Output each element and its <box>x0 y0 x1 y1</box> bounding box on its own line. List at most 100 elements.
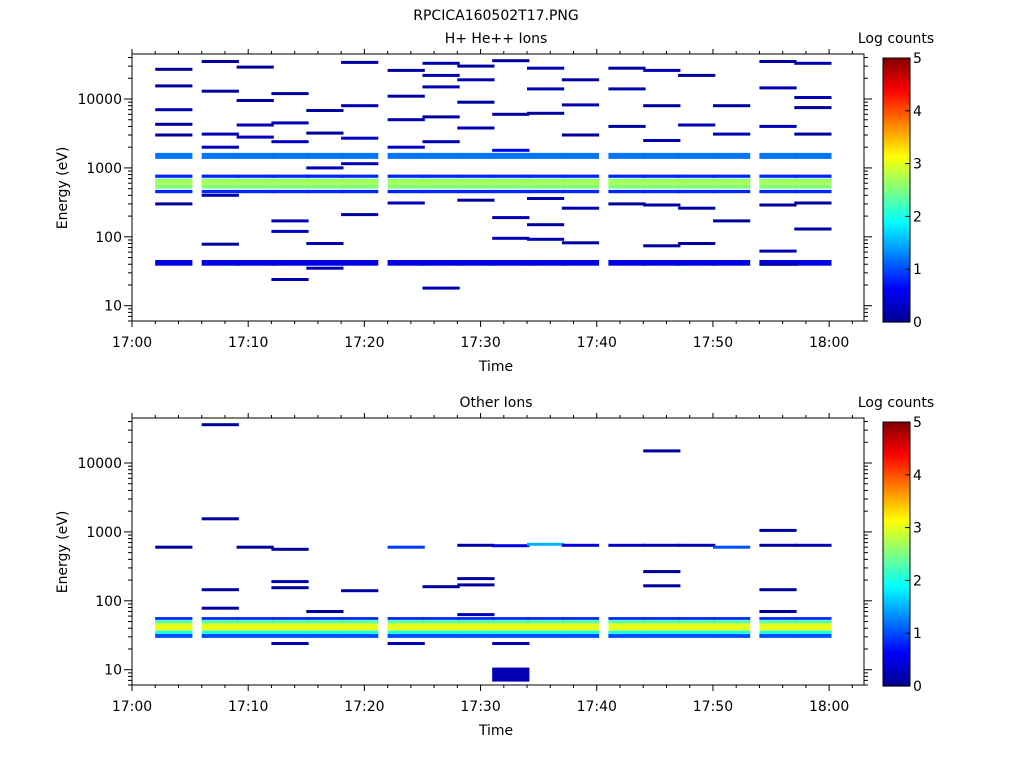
spectrogram-cell <box>271 174 309 178</box>
spectrogram-cell <box>201 180 239 186</box>
colorbar-segment <box>883 613 910 617</box>
colorbar-segment <box>883 69 910 72</box>
spectrogram-cell <box>492 617 530 620</box>
spectrogram-cell <box>422 623 460 631</box>
spectrogram-cell <box>236 623 274 631</box>
colorbar-segment <box>883 604 910 608</box>
spectrogram-cell <box>457 583 495 587</box>
colorbar-label: Log counts <box>858 395 934 411</box>
spectrogram-cell <box>643 584 681 588</box>
colorbar-segment <box>883 190 910 193</box>
spectrogram-cell <box>678 152 716 159</box>
x-tick-label: 17:40 <box>577 335 617 351</box>
spectrogram-cell <box>201 588 239 592</box>
spectrogram-cell <box>422 617 460 620</box>
spectrogram-cell <box>155 122 193 126</box>
colorbar-segment <box>883 130 910 134</box>
colorbar-segment <box>883 424 910 427</box>
spectrogram-cell <box>492 630 530 634</box>
colorbar-segment <box>883 245 910 248</box>
colorbar-segment <box>883 659 910 663</box>
colorbar-segment <box>883 214 910 217</box>
colorbar-segment <box>883 470 910 474</box>
x-tick-label: 17:10 <box>228 335 268 351</box>
colorbar-segment <box>883 444 910 447</box>
colorbar-segment <box>883 529 910 533</box>
spectrogram-cell <box>759 619 797 624</box>
spectrogram-cell <box>759 86 797 90</box>
colorbar-segment <box>883 77 910 81</box>
spectrogram-cell <box>306 174 344 178</box>
spectrogram-cell <box>201 630 239 634</box>
colorbar-segment <box>883 297 910 301</box>
spectrogram-cell <box>387 68 425 72</box>
colorbar-segment <box>883 262 910 266</box>
spectrogram-cell <box>422 115 460 119</box>
colorbar-segment <box>883 315 910 319</box>
colorbar-segment <box>883 655 910 658</box>
spectrogram-cell <box>387 201 425 205</box>
colorbar-segment <box>883 624 910 628</box>
colorbar-segment <box>883 176 910 180</box>
spectrogram-cell <box>422 180 460 186</box>
colorbar-segment <box>883 66 910 70</box>
spectrogram-cell <box>527 619 565 624</box>
x-axis-label: Time <box>478 723 513 739</box>
spectrogram-cell <box>201 132 239 136</box>
spectrogram-cell <box>201 619 239 624</box>
spectrogram-cell <box>387 630 425 634</box>
colorbar-segment <box>883 639 910 643</box>
spectrogram-cell <box>155 67 193 71</box>
colorbar-segment <box>883 212 910 215</box>
colorbar-segment <box>883 512 910 515</box>
spectrogram-cell <box>643 623 681 631</box>
colorbar-tick-label: 3 <box>913 157 922 173</box>
spectrogram-cell <box>678 634 716 638</box>
spectrogram-cell <box>608 189 646 194</box>
plot-frame <box>131 417 865 686</box>
y-tick-label: 1000 <box>86 525 122 541</box>
colorbar-segment <box>883 433 910 436</box>
spectrogram-cell <box>457 78 495 82</box>
colorbar-segment <box>883 435 910 438</box>
colorbar-segment <box>883 148 910 151</box>
colorbar-segment <box>883 683 910 687</box>
spectrogram-cell <box>561 189 600 194</box>
spectrogram-cell <box>201 423 239 427</box>
spectrogram-cell <box>608 623 646 631</box>
spectrogram-cell <box>236 65 274 69</box>
spectrogram-cell <box>713 189 751 194</box>
spectrogram-cell <box>341 162 379 166</box>
colorbar-segment <box>883 455 910 458</box>
colorbar-segment <box>883 494 910 498</box>
spectrogram-cell <box>341 634 379 638</box>
spectrogram-cell <box>608 202 646 206</box>
x-tick-label: 17:50 <box>693 699 733 715</box>
spectrogram-cell <box>678 206 716 210</box>
colorbar-segment <box>883 308 910 312</box>
spectrogram-cell <box>713 617 751 620</box>
colorbar-segment <box>883 110 910 114</box>
spectrogram-cell <box>759 152 797 159</box>
spectrogram-cell <box>155 617 193 620</box>
spectrogram-cell <box>643 543 681 547</box>
spectrogram-cell <box>201 152 239 159</box>
spectrogram-cell <box>387 174 425 178</box>
spectrogram-cell <box>387 623 425 631</box>
colorbar-segment <box>883 227 910 231</box>
colorbar-segment <box>883 490 910 493</box>
spectrogram-cell <box>306 189 344 194</box>
spectrogram-cell <box>271 180 309 186</box>
colorbar-segment <box>883 488 910 491</box>
spectrogram-cell <box>306 152 344 159</box>
spectrogram-cell <box>422 152 460 159</box>
spectrogram-cell <box>678 619 716 624</box>
spectrogram-cell <box>236 174 274 178</box>
colorbar-segment <box>883 121 910 125</box>
spectrogram-cell <box>457 64 495 68</box>
spectrogram-cell <box>387 145 425 149</box>
spectrogram-cell <box>492 59 530 63</box>
spectrogram-cell <box>306 180 344 186</box>
colorbar-segment <box>883 238 910 242</box>
spectrogram-cell <box>794 634 832 638</box>
